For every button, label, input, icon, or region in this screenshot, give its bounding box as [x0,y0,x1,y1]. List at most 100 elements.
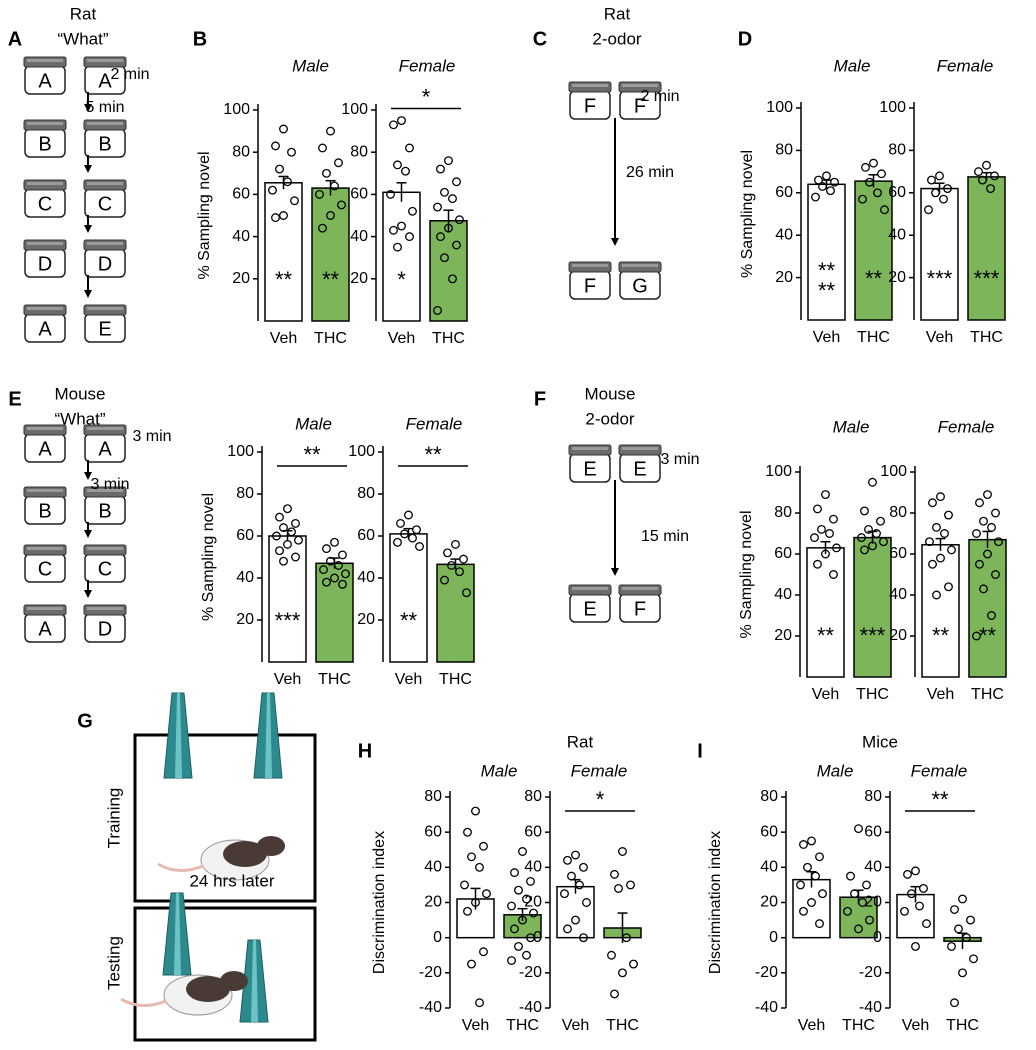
data-point [287,527,296,537]
data-point [404,510,413,520]
y-tick-label: -20 [419,964,442,981]
jar-letter: B [38,500,51,522]
significance-label: * [596,787,605,812]
delay-label: 24 hrs later [189,871,274,890]
rat-patch [223,841,267,867]
bar [268,535,307,663]
x-tick-label: THC [432,330,465,347]
data-point [962,933,971,943]
significance-label: *** [974,266,1000,291]
bar [853,536,892,678]
y-tick-label: 20 [232,270,250,287]
data-point [287,147,296,157]
y-tick-label: 80 [424,788,442,805]
data-point [975,498,984,508]
rat-patch [186,976,230,1002]
jar-lid-top [87,242,123,245]
significance-label: ** [979,623,997,648]
data-point [987,611,996,620]
jar: A [83,56,127,95]
x-tick-label: THC [606,1017,639,1034]
y-axis-label: Discrimination index [371,831,388,974]
data-point [818,889,827,899]
data-point [807,836,816,846]
jar-letter: A [98,70,112,92]
y-tick-label: 20 [888,269,906,286]
data-point [415,542,424,551]
data-point [940,529,949,538]
data-point [471,806,480,816]
y-tick-label: 40 [357,569,375,586]
data-point [872,529,881,538]
jar: A [23,604,67,643]
significance-label: *** [927,266,953,291]
data-point [915,901,924,911]
data-point [510,924,519,934]
rat-head [220,971,248,991]
delay-label: 3 min [660,451,699,468]
jar-lid-top [572,84,608,87]
jar-letter: A [38,318,52,340]
y-tick-label: 60 [357,527,375,544]
panel-label: F [534,388,546,410]
jar: F [568,261,612,300]
jar-lid-top [27,59,63,62]
data-point [813,504,822,514]
x-tick-label: Veh [812,686,840,703]
data-point [986,184,995,194]
delay-label: 2 min [640,88,679,105]
data-point [982,160,991,170]
panel-label: A [8,28,22,50]
jar-lid-top [27,307,63,310]
y-tick-label: 40 [350,228,368,245]
species: Rat [604,4,631,23]
data-point [326,126,335,136]
jar: F [618,584,662,623]
y-tick-label: 60 [350,186,368,203]
data-point [991,508,1000,518]
data-point [290,196,299,206]
jar-lid-top [27,182,63,185]
data-point [338,550,347,560]
x-tick-label: Veh [926,329,954,346]
y-tick-label: 100 [879,99,906,116]
data-point [315,189,324,199]
data-point [846,871,855,881]
data-point [936,492,945,502]
jar-letter: E [583,458,596,480]
jar-letter: B [98,500,111,522]
data-point [622,933,631,943]
y-tick-label: 20 [889,627,907,644]
data-point [972,529,981,538]
y-axis-label: % Sampling novel [739,150,756,278]
significance-label: ** [275,267,293,292]
data-point [479,841,488,851]
jar-letter: A [38,618,52,640]
significance-label: ** [322,267,340,292]
significance-label: ** [424,442,442,467]
data-point [433,202,442,212]
data-point [386,189,395,199]
data-point [947,545,956,555]
data-point [799,906,808,916]
y-axis-label: Discrimination index [707,831,724,974]
data-point [579,933,588,943]
data-point [460,880,469,890]
group-title: Rat [567,732,594,751]
panel-label: B [193,28,207,50]
species: Mouse [54,384,105,403]
panel-label: C [533,28,547,50]
x-tick-label: Veh [270,330,298,347]
data-point [510,868,519,878]
y-tick-label: 80 [889,504,907,521]
y-tick-label: 40 [232,228,250,245]
panel-label: D [738,28,752,50]
paradigm: 2-odor [592,29,641,48]
data-point [815,852,824,862]
data-point [451,539,460,549]
data-point [397,221,406,231]
jar-lid-top [27,242,63,245]
data-point [983,490,992,499]
jar-lid-top [622,587,658,590]
data-point [341,569,350,579]
